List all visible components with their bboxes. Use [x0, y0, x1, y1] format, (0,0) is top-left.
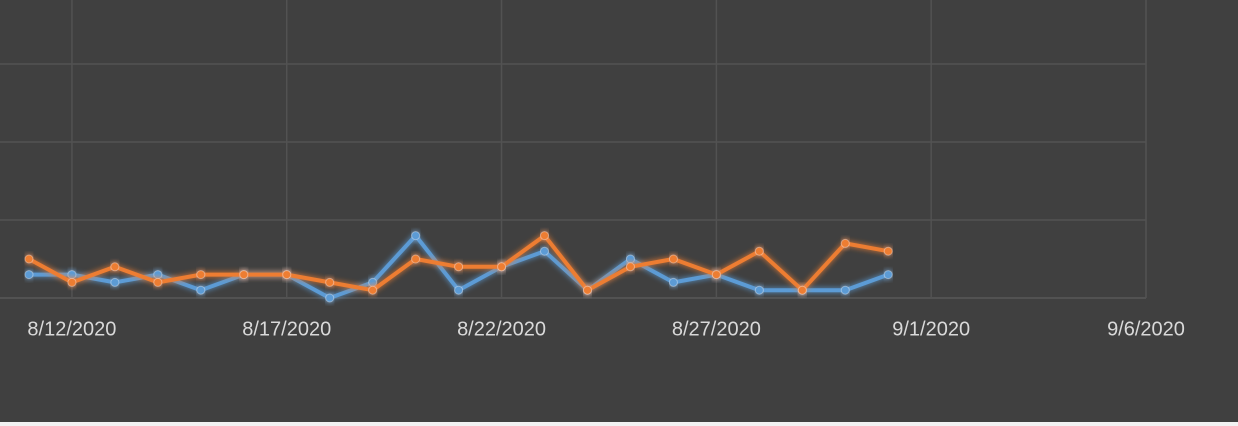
data-point — [797, 285, 807, 295]
data-point — [540, 231, 550, 241]
data-point — [454, 262, 464, 272]
data-point — [411, 254, 421, 264]
x-tick-label: 9/1/2020 — [892, 318, 970, 340]
data-point — [153, 270, 163, 280]
data-point — [840, 285, 850, 295]
data-point — [668, 254, 678, 264]
data-point — [67, 277, 77, 287]
data-point — [840, 238, 850, 248]
data-point — [153, 277, 163, 287]
x-tick-label: 8/12/2020 — [27, 318, 116, 340]
data-point — [239, 270, 249, 280]
data-point — [711, 270, 721, 280]
x-tick-label: 8/17/2020 — [242, 318, 331, 340]
data-point — [368, 285, 378, 295]
data-point — [754, 246, 764, 256]
data-point — [883, 270, 893, 280]
data-point — [625, 254, 635, 264]
data-point — [883, 246, 893, 256]
data-point — [110, 277, 120, 287]
data-point — [368, 277, 378, 287]
x-tick-label: 9/6/2020 — [1107, 318, 1185, 340]
data-point — [540, 246, 550, 256]
data-point — [497, 262, 507, 272]
data-point — [110, 262, 120, 272]
data-point — [282, 270, 292, 280]
x-tick-label: 8/22/2020 — [457, 318, 546, 340]
data-point — [196, 285, 206, 295]
data-point — [668, 277, 678, 287]
data-point — [325, 293, 335, 303]
x-tick-label: 8/27/2020 — [672, 318, 761, 340]
data-point — [24, 254, 34, 264]
data-point — [754, 285, 764, 295]
data-point — [582, 285, 592, 295]
data-point — [625, 262, 635, 272]
data-point — [454, 285, 464, 295]
data-point — [24, 270, 34, 280]
data-point — [411, 231, 421, 241]
data-point — [67, 270, 77, 280]
data-point — [325, 277, 335, 287]
data-point — [196, 270, 206, 280]
plot-area — [0, 0, 1147, 303]
